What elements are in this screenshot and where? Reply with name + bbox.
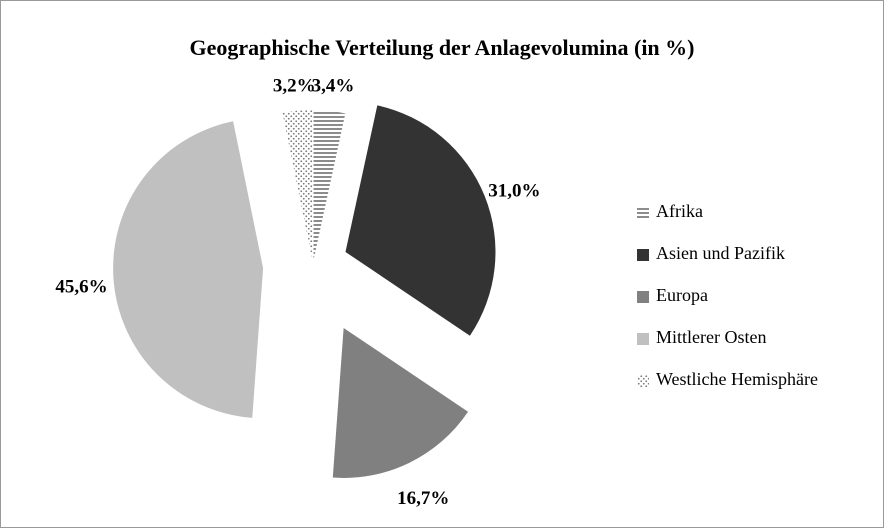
pie-slice [282, 110, 313, 261]
chart-title: Geographische Verteilung der Anlagevolum… [189, 35, 694, 60]
data-label: 3,4% [312, 75, 355, 96]
data-label: 31,0% [488, 180, 540, 201]
data-label: 3,2% [273, 75, 316, 96]
legend-label: Asien und Pazifik [656, 243, 785, 263]
legend-label: Mittlerer Osten [656, 327, 766, 347]
legend-swatch [637, 207, 649, 219]
legend-label: Afrika [656, 201, 703, 221]
pie-slice [332, 327, 469, 478]
legend-swatch [637, 333, 649, 345]
pie-slice [113, 121, 264, 418]
legend-label: Westliche Hemisphäre [656, 369, 818, 389]
legend-swatch [637, 375, 649, 387]
pie-slice [313, 110, 346, 261]
data-label: 45,6% [55, 276, 107, 297]
legend-swatch [637, 249, 649, 261]
legend-label: Europa [656, 285, 708, 305]
pie-slice [345, 105, 496, 336]
data-label: 16,7% [397, 488, 449, 509]
legend-swatch [637, 291, 649, 303]
